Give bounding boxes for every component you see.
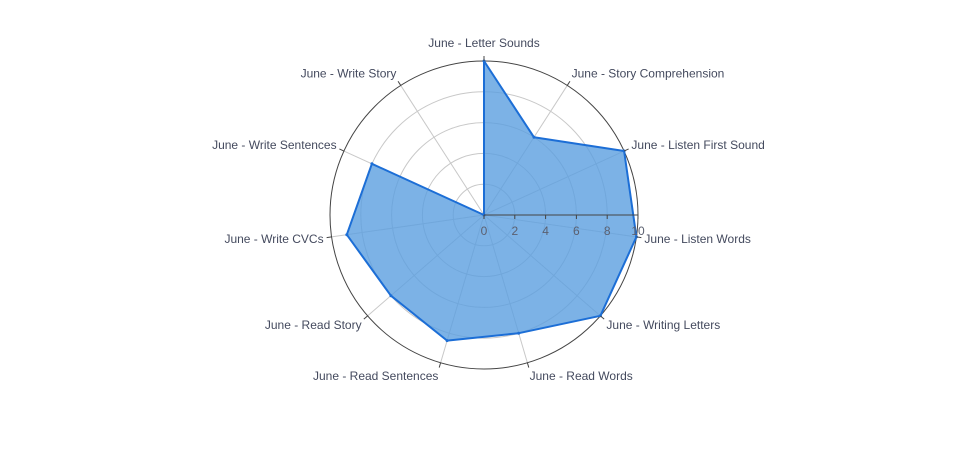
angular-tick [600,315,605,320]
angular-tick [566,80,571,86]
radial-tick-label: 6 [573,224,580,238]
data-point [532,135,536,139]
data-point [634,235,638,239]
data-point [345,233,349,237]
angular-tick [326,236,332,239]
angular-tick [438,362,442,368]
angular-tick [363,315,368,320]
radial-tick-label: 2 [511,224,518,238]
angular-axis: June - Letter Sounds June - Story Compreh… [212,36,765,383]
angular-tick [526,362,530,368]
angular-tick [623,148,629,152]
category-label: June - Letter Sounds [428,36,539,50]
category-label: June - Read Story [265,318,362,332]
category-label: June - Read Words [530,369,633,383]
radial-tick-label: 0 [481,224,488,238]
radar-series [345,59,638,343]
category-label: June - Write CVCs [224,232,323,246]
radial-axis: 0 2 4 6 8 10 [481,214,645,238]
data-point [389,294,393,298]
data-point [370,162,374,166]
angular-tick [636,236,642,239]
data-point [445,339,449,343]
radial-tick-label: 10 [631,224,645,238]
radial-tick-label: 4 [542,224,549,238]
category-label: June - Listen First Sound [631,138,764,152]
angular-tick [339,148,345,152]
grid-spoke [400,85,485,216]
data-point [517,331,521,335]
category-label: June - Writing Letters [606,318,720,332]
angular-tick [397,80,402,86]
radial-tick-label: 8 [604,224,611,238]
series-area [345,60,638,342]
category-label: June - Listen Words [644,232,751,246]
category-label: June - Write Story [301,67,397,81]
category-label: June - Write Sentences [212,138,337,152]
category-label: June - Story Comprehension [572,67,725,81]
category-label: June - Read Sentences [313,369,438,383]
